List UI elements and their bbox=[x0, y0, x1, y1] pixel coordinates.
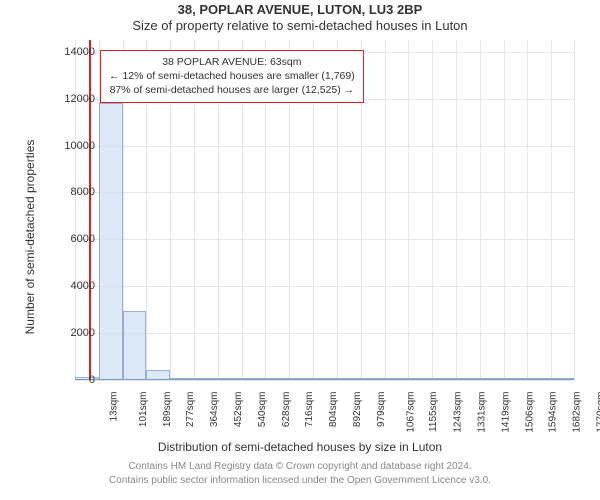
x-tick-label: 892sqm bbox=[352, 392, 363, 428]
histogram-bar bbox=[361, 378, 385, 380]
title-line-1: 38, POPLAR AVENUE, LUTON, LU3 2BP bbox=[0, 2, 600, 17]
x-tick-label: 1682sqm bbox=[572, 392, 583, 433]
x-axis-label: Distribution of semi-detached houses by … bbox=[0, 440, 600, 454]
x-tick-label: 1506sqm bbox=[524, 392, 535, 433]
histogram-bar bbox=[385, 378, 409, 380]
histogram-bar bbox=[99, 103, 123, 380]
footer: Contains HM Land Registry data © Crown c… bbox=[0, 460, 600, 487]
x-tick-label: 364sqm bbox=[209, 392, 220, 428]
x-tick-label: 540sqm bbox=[257, 392, 268, 428]
histogram-bar bbox=[123, 311, 147, 380]
x-tick-label: 1067sqm bbox=[405, 392, 416, 433]
grid-v bbox=[574, 40, 575, 380]
grid-v bbox=[551, 40, 552, 380]
y-tick-label: 2000 bbox=[45, 327, 95, 339]
grid-h bbox=[75, 146, 575, 147]
y-tick-label: 8000 bbox=[45, 186, 95, 198]
histogram-bar bbox=[337, 378, 361, 380]
grid-v bbox=[527, 40, 528, 380]
histogram-bar bbox=[194, 378, 218, 380]
x-tick-label: 979sqm bbox=[376, 392, 387, 428]
histogram-bar bbox=[289, 378, 313, 380]
grid-h bbox=[75, 286, 575, 287]
annotation-line: ← 12% of semi-detached houses are smalle… bbox=[109, 69, 355, 83]
y-axis-label: Number of semi-detached properties bbox=[23, 87, 37, 387]
grid-h bbox=[75, 333, 575, 334]
histogram-bar bbox=[432, 378, 456, 380]
x-tick-label: 1155sqm bbox=[428, 392, 439, 432]
histogram-bar bbox=[242, 378, 266, 380]
histogram-bar bbox=[265, 378, 289, 380]
histogram-bar bbox=[527, 378, 551, 380]
histogram-bar bbox=[408, 378, 432, 380]
grid-v bbox=[480, 40, 481, 380]
annotation-box: 38 POPLAR AVENUE: 63sqm← 12% of semi-det… bbox=[100, 50, 364, 103]
grid-v bbox=[408, 40, 409, 380]
footer-line-2: Contains public sector information licen… bbox=[0, 474, 600, 488]
x-tick-label: 1331sqm bbox=[477, 392, 488, 433]
y-tick-label: 4000 bbox=[45, 280, 95, 292]
x-tick-label: 1419sqm bbox=[500, 392, 511, 433]
histogram-bar bbox=[313, 378, 337, 380]
y-tick-label: 0 bbox=[45, 374, 95, 386]
histogram-bar bbox=[504, 378, 528, 380]
annotation-line: 38 POPLAR AVENUE: 63sqm bbox=[109, 55, 355, 69]
histogram-bar bbox=[480, 378, 504, 380]
footer-line-1: Contains HM Land Registry data © Crown c… bbox=[0, 460, 600, 474]
histogram-bar bbox=[146, 370, 170, 380]
x-tick-label: 1594sqm bbox=[548, 392, 559, 433]
grid-v bbox=[385, 40, 386, 380]
grid-h bbox=[75, 380, 575, 381]
x-tick-label: 452sqm bbox=[233, 392, 244, 428]
x-tick-label: 277sqm bbox=[185, 392, 196, 428]
x-tick-label: 1243sqm bbox=[453, 392, 464, 433]
grid-v bbox=[504, 40, 505, 380]
annotation-line: 87% of semi-detached houses are larger (… bbox=[109, 83, 355, 97]
x-tick-label: 13sqm bbox=[108, 392, 119, 422]
x-tick-label: 716sqm bbox=[304, 392, 315, 428]
figure: 38, POPLAR AVENUE, LUTON, LU3 2BP Size o… bbox=[0, 0, 600, 500]
x-tick-label: 804sqm bbox=[328, 392, 339, 428]
grid-h bbox=[75, 192, 575, 193]
grid-v bbox=[456, 40, 457, 380]
y-tick-label: 14000 bbox=[45, 46, 95, 58]
histogram-bar bbox=[218, 378, 242, 380]
grid-h bbox=[75, 239, 575, 240]
x-tick-label: 189sqm bbox=[162, 392, 173, 428]
histogram-bar bbox=[456, 378, 480, 380]
x-tick-label: 101sqm bbox=[138, 392, 149, 428]
grid-v bbox=[432, 40, 433, 380]
x-tick-label: 628sqm bbox=[281, 392, 292, 428]
y-tick-label: 6000 bbox=[45, 233, 95, 245]
histogram-bar bbox=[551, 378, 575, 380]
histogram-bar bbox=[170, 378, 194, 380]
y-tick-label: 10000 bbox=[45, 140, 95, 152]
x-tick-label: 1770sqm bbox=[596, 392, 600, 433]
title-line-2: Size of property relative to semi-detach… bbox=[0, 18, 600, 33]
y-tick-label: 12000 bbox=[45, 93, 95, 105]
